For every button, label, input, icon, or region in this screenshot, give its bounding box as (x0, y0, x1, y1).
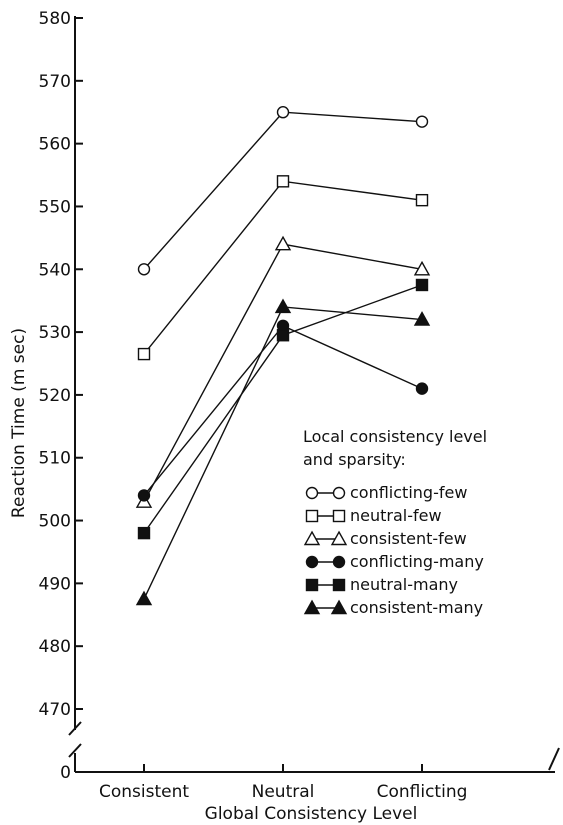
series-neutral-many (137, 278, 429, 540)
data-point (137, 347, 151, 361)
x-tick-label: Consistent (99, 782, 189, 802)
data-point (276, 175, 290, 188)
legend-entry: consistent-many (303, 598, 483, 617)
y-tick-label: 580 (39, 9, 71, 29)
data-point (274, 235, 292, 251)
data-point (137, 489, 151, 502)
data-point (415, 278, 429, 292)
y-tick-label: 480 (39, 637, 71, 657)
y-tick-label: 510 (39, 449, 71, 469)
legend-marker (332, 486, 346, 500)
data-point (135, 590, 153, 606)
legend-marker (332, 578, 346, 592)
data-point (276, 106, 290, 119)
legend-marker (305, 578, 319, 592)
legend-label: neutral-many (350, 575, 458, 594)
data-point (413, 311, 431, 326)
series-consistent-few (135, 235, 431, 508)
y-tick-label: 530 (39, 323, 71, 343)
legend-entry: consistent-few (303, 529, 467, 548)
y-tick-label: 550 (39, 197, 71, 217)
series-conflicting-few (137, 106, 429, 276)
y-axis-break-mark (68, 721, 82, 736)
legend-marker (303, 530, 321, 546)
x-axis: Consistent Neutral Conflicting (75, 747, 560, 802)
legend-label: consistent-few (350, 529, 467, 548)
series-consistent-many (135, 298, 431, 606)
legend-marker (332, 555, 346, 569)
y-tick-label: 500 (39, 512, 71, 532)
legend-title: and sparsity: (303, 450, 406, 469)
y-origin-label: 0 (60, 763, 71, 783)
legend-marker (330, 530, 348, 546)
y-tick-label: 490 (39, 574, 71, 594)
legend-label: neutral-few (350, 506, 442, 525)
legend-entry: neutral-many (305, 575, 458, 594)
y-tick-label: 570 (39, 72, 71, 92)
legend-label: conflicting-many (350, 552, 484, 571)
y-axis: 470 480 490 500 510 520 530 540 550 560 570 580 0 (39, 9, 83, 783)
legend-marker (330, 599, 348, 615)
y-axis-break-mark (68, 743, 82, 758)
y-axis-title: Reaction Time (m sec) (9, 328, 29, 518)
legend: Local consistency level and sparsity: conf… (303, 427, 487, 617)
legend-marker (305, 486, 319, 500)
y-tick-label: 520 (39, 386, 71, 406)
data-point (276, 329, 290, 342)
legend-marker (303, 599, 321, 615)
data-point (415, 193, 429, 207)
legend-marker (305, 509, 319, 523)
y-tick-label: 560 (39, 135, 71, 155)
data-point (413, 260, 431, 276)
series-conflicting-many (137, 319, 429, 502)
legend-entry: neutral-few (305, 506, 442, 525)
legend-marker (305, 555, 319, 569)
series-neutral-few (137, 175, 429, 361)
data-point (415, 115, 429, 128)
data-point (137, 526, 151, 540)
legend-label: conflicting-few (350, 483, 467, 502)
legend-label: consistent-many (350, 598, 483, 617)
data-point (415, 382, 429, 395)
x-tick-label: Conflicting (377, 782, 468, 802)
y-tick-label: 470 (39, 700, 71, 720)
legend-title: Local consistency level (303, 427, 487, 446)
legend-marker (332, 509, 346, 523)
plot-area (135, 106, 431, 606)
data-point (137, 263, 151, 276)
series-line (143, 324, 423, 496)
legend-entry: conflicting-many (305, 552, 484, 571)
x-axis-break-mark (548, 747, 560, 771)
legend-entry: conflicting-few (305, 483, 467, 502)
data-point (274, 298, 292, 314)
y-tick-label: 540 (39, 260, 71, 280)
x-axis-title: Global Consistency Level (205, 804, 418, 824)
x-tick-label: Neutral (252, 782, 315, 802)
